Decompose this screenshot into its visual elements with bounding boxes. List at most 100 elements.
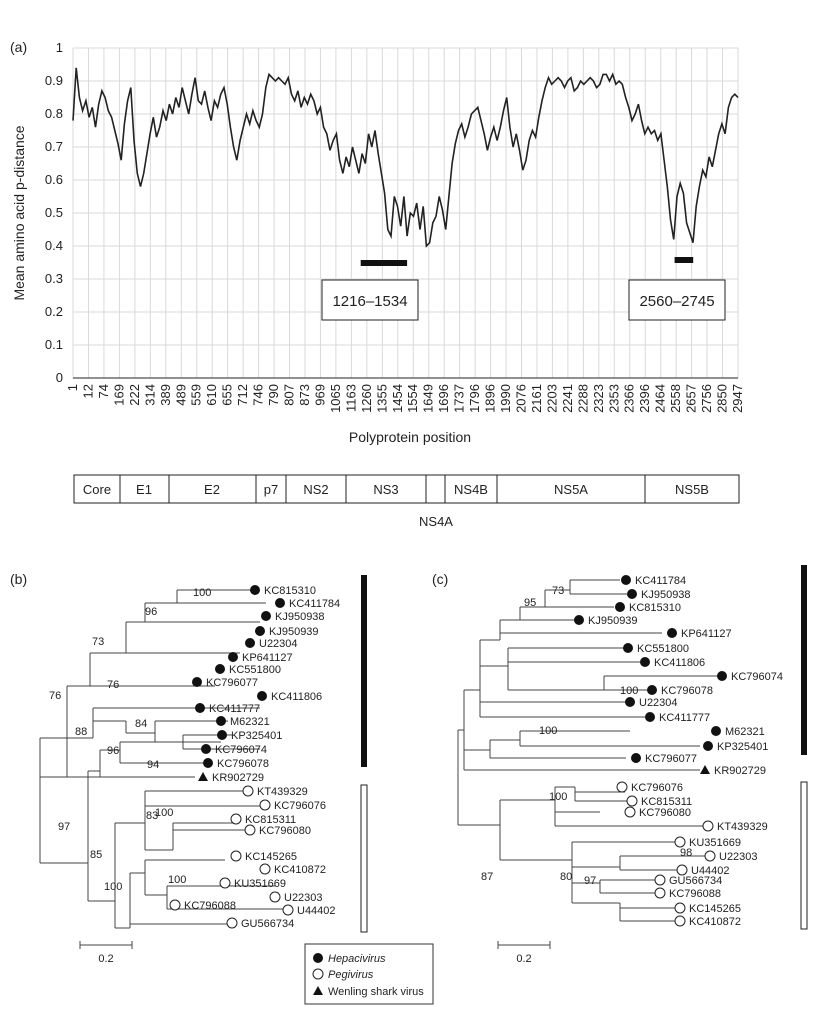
- taxon-label: KJ950939: [269, 626, 319, 638]
- taxon-label: KC796077: [206, 677, 258, 689]
- series-line: [72, 67, 739, 248]
- legend-label-hepacivirus: Hepacivirus: [328, 953, 386, 965]
- hepacivirus-marker: [574, 615, 584, 625]
- x-tick-label: 1990: [498, 384, 513, 413]
- x-tick-label: 222: [127, 384, 142, 406]
- scale-bar-label: 0.2: [516, 953, 531, 965]
- hepacivirus-marker: [275, 598, 285, 608]
- wenling-marker: [700, 765, 710, 774]
- taxon-label: KC796076: [631, 782, 683, 794]
- hepacivirus-marker: [623, 643, 633, 653]
- hepacivirus-marker: [216, 716, 226, 726]
- genome-map-frame: [73, 474, 740, 504]
- x-tick-label: 2323: [591, 384, 606, 413]
- legend-label-pegivirus: Pegivirus: [328, 969, 374, 981]
- pegivirus-marker: [259, 799, 271, 811]
- hepacivirus-marker: [261, 611, 271, 621]
- pegivirus-marker: [230, 850, 242, 862]
- hepacivirus-marker: [192, 677, 202, 687]
- pegivirus-marker: [169, 899, 181, 911]
- gene-ns2: NS2: [303, 482, 328, 497]
- taxon-label: KC551800: [229, 664, 281, 676]
- bootstrap-label: 100: [549, 791, 567, 803]
- taxon-label: KC411777: [659, 712, 710, 724]
- annotation-bar-1216-1534: [360, 260, 408, 266]
- panel-a-label: (a): [10, 39, 27, 55]
- x-tick-label: 2203: [544, 384, 559, 413]
- x-tick-label: 2288: [575, 384, 590, 413]
- gene-ns4a: NS4A: [419, 514, 453, 529]
- x-tick-label: 873: [297, 384, 312, 406]
- bootstrap-label: 97: [584, 875, 596, 887]
- bootstrap-label: 76: [107, 679, 119, 691]
- bootstrap-label: 100: [539, 725, 557, 737]
- taxon-label: KC411784: [289, 598, 340, 610]
- x-tick-label: 1: [65, 384, 80, 391]
- y-tick-label: 1: [56, 40, 63, 55]
- hepacivirus-marker: [625, 697, 635, 707]
- x-tick-label: 2947: [730, 384, 745, 413]
- x-tick-label: 807: [282, 384, 297, 406]
- tree-b: [39, 589, 288, 929]
- bootstrap-label: 76: [49, 690, 61, 702]
- x-tick-label: 1260: [359, 384, 374, 413]
- hepacivirus-marker: [627, 589, 637, 599]
- x-tick-label: 2161: [529, 384, 544, 413]
- y-tick-label: 0.7: [45, 139, 63, 154]
- taxon-label: KC410872: [274, 864, 326, 876]
- tree-b-branches: [39, 589, 288, 929]
- y-tick-label: 0.3: [45, 271, 63, 286]
- taxon-label: KC796076: [274, 800, 326, 812]
- legend-label-wenling: Wenling shark virus: [328, 986, 424, 998]
- genome-map: Core E1 E2 p7 NS2 NS3 NS4B NS5A NS5B NS4…: [73, 474, 740, 529]
- taxon-label: U22304: [639, 697, 678, 709]
- taxon-label: M62321: [230, 716, 270, 728]
- chart-grid: [72, 47, 739, 379]
- hepacivirus-marker: [647, 685, 657, 695]
- panel-c-label: (c): [432, 571, 448, 587]
- bootstrap-label: 84: [135, 718, 147, 730]
- taxon-label: KP641127: [242, 652, 293, 664]
- x-tick-label: 2850: [715, 384, 730, 413]
- hepacivirus-marker: [717, 671, 727, 681]
- taxon-label: KC410872: [689, 916, 741, 928]
- bootstrap-label: 85: [90, 849, 102, 861]
- pegivirus-marker: [226, 917, 238, 929]
- hepacivirus-marker: [201, 744, 211, 754]
- tree-c-labels: 73 95 100 100 87 100 98 80 97: [481, 585, 692, 887]
- wenling-marker: [198, 772, 208, 781]
- taxon-label: KT439329: [257, 786, 308, 798]
- x-tick-label: 2366: [622, 384, 637, 413]
- taxon-label: KC796088: [184, 900, 236, 912]
- annotation-box-1216-1534: [321, 279, 419, 321]
- tree-c-branches: [457, 579, 718, 922]
- pegivirus-marker: [624, 806, 636, 818]
- pegivirus-marker: [269, 891, 281, 903]
- y-tick-label: 0.2: [45, 304, 63, 319]
- taxon-label: KC796077: [645, 753, 697, 765]
- hepacivirus-clade-bar-c: [801, 565, 807, 755]
- taxon-label: KC815310: [629, 602, 681, 614]
- bootstrap-label: 88: [75, 726, 87, 738]
- x-tick-label: 2657: [684, 384, 699, 413]
- x-tick-label: 74: [96, 384, 111, 398]
- x-tick-label: 712: [235, 384, 250, 406]
- y-tick-label: 0: [56, 370, 63, 385]
- legend: Hepacivirus Pegivirus Wenling shark viru…: [304, 943, 434, 1005]
- bootstrap-label: 95: [524, 597, 536, 609]
- y-axis-label: Mean amino acid p-distance: [11, 125, 27, 300]
- pegivirus-marker: [230, 813, 242, 825]
- taxon-label: KR902729: [714, 765, 766, 777]
- hepacivirus-marker: [255, 626, 265, 636]
- x-tick-label: 2076: [513, 384, 528, 413]
- pegivirus-marker: [626, 795, 638, 807]
- bootstrap-label: 100: [104, 881, 122, 893]
- gene-e2: E2: [204, 482, 220, 497]
- x-tick-label: 1554: [405, 384, 420, 413]
- taxon-label: KC815311: [245, 814, 296, 826]
- taxon-label: U44402: [691, 865, 730, 877]
- annotation-box-2560-2745: [628, 279, 726, 321]
- scale-bar-label: 0.2: [98, 953, 113, 965]
- taxon-label: KC796088: [669, 888, 721, 900]
